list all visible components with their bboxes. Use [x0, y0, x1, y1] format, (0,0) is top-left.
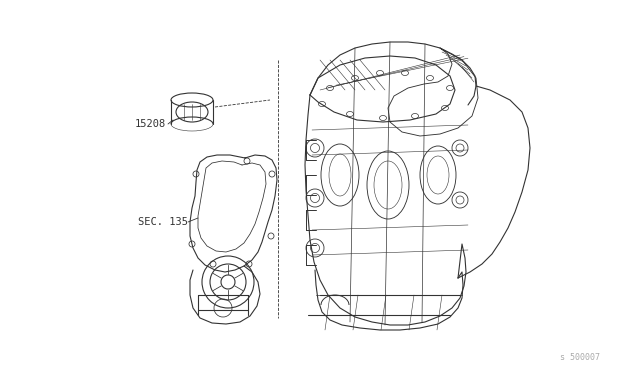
Text: 15208: 15208: [135, 119, 166, 129]
Text: s 500007: s 500007: [560, 353, 600, 362]
Text: SEC. 135: SEC. 135: [138, 217, 188, 227]
